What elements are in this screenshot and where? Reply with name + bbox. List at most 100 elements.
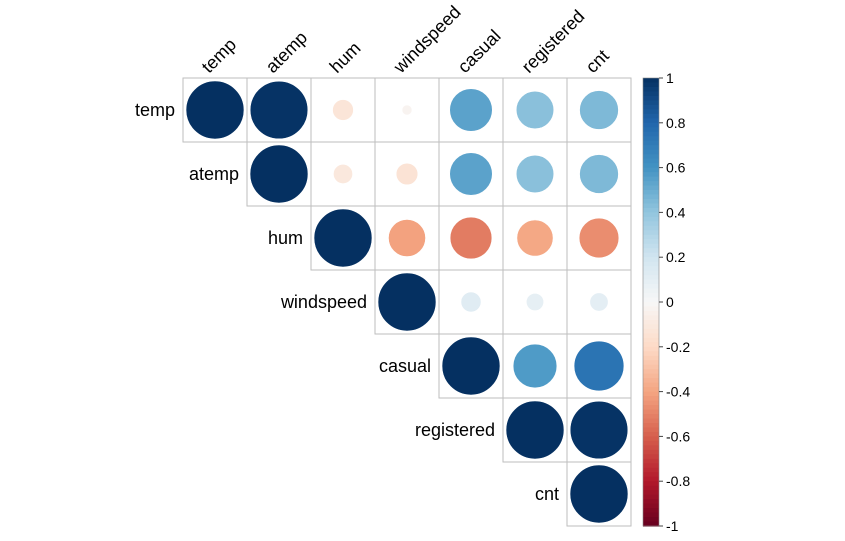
corr-circle-hum-cnt — [578, 217, 620, 259]
colorbar-segment — [643, 485, 659, 491]
grid-cell-cnt-cnt — [566, 461, 632, 527]
colorbar-segment — [643, 346, 659, 352]
colorbar-segment — [643, 270, 659, 276]
column-label-temp: temp — [198, 34, 240, 76]
column-label-registered: registered — [518, 6, 589, 77]
corr-circle-temp-atemp — [249, 80, 309, 140]
colorbar-segment — [643, 306, 659, 312]
colorbar-segment — [643, 212, 659, 218]
corr-circle-cnt-cnt — [569, 464, 629, 524]
colorbar-segment — [643, 319, 659, 325]
colorbar-segment — [643, 190, 659, 196]
colorbar-segment — [643, 239, 659, 245]
colorbar-segment — [643, 149, 659, 155]
colorbar-segment — [643, 113, 659, 119]
colorbar-segment — [643, 176, 659, 182]
corr-circle-casual-casual — [441, 336, 501, 396]
colorbar-segment — [643, 422, 659, 429]
colorbar-segment — [643, 293, 659, 299]
colorbar-segment — [643, 364, 659, 370]
colorbar-segment — [643, 342, 659, 348]
colorbar-segment — [643, 369, 659, 375]
row-label-registered: registered — [415, 420, 495, 440]
colorbar-segment — [643, 445, 659, 451]
colorbar-segment — [643, 216, 659, 222]
colorbar-segment — [643, 310, 659, 317]
colorbar-segment — [643, 100, 659, 106]
colorbar-segment — [643, 288, 659, 294]
colorbar-segment — [643, 167, 659, 173]
colorbar-segment — [643, 78, 659, 84]
colorbar-segment — [643, 109, 659, 115]
corr-circle-hum-windspeed — [388, 219, 426, 257]
colorbar-segment — [643, 324, 659, 330]
colorbar-segment — [643, 512, 659, 518]
colorbar-segment — [643, 521, 659, 527]
colorbar-segment — [643, 387, 659, 393]
colorbar-segment — [643, 145, 659, 151]
row-label-temp: temp — [135, 100, 175, 120]
colorbar-segment — [643, 185, 659, 191]
colorbar-segment — [643, 382, 659, 388]
colorbar-tick-label: 0.6 — [666, 160, 686, 176]
corr-circle-temp-hum — [332, 99, 354, 121]
colorbar-segment — [643, 494, 659, 500]
corr-circle-atemp-atemp — [249, 144, 309, 204]
colorbar-segment — [643, 409, 659, 415]
colorbar-segment — [643, 490, 659, 496]
colorbar-tick-label: -0.8 — [666, 473, 690, 489]
colorbar-tick-label: 0.4 — [666, 204, 686, 220]
colorbar-segment — [643, 337, 659, 343]
colorbar-segment — [643, 221, 659, 227]
row-label-atemp: atemp — [189, 164, 239, 184]
colorbar-segment — [643, 517, 659, 523]
grid-layer — [182, 77, 632, 527]
colorbar-segment — [643, 95, 659, 101]
colorbar-segment — [643, 454, 659, 460]
colorbar-segment — [643, 472, 659, 478]
corr-circle-registered-cnt — [569, 400, 629, 460]
column-label-hum: hum — [326, 38, 365, 77]
colorbar-segment — [643, 284, 659, 290]
colorbar-segment — [643, 297, 659, 303]
colorbar-segment — [643, 481, 659, 487]
colorbar-segment — [643, 427, 659, 433]
colorbar-segment — [643, 86, 659, 93]
corr-circle-hum-hum — [313, 208, 373, 268]
corr-circle-temp-cnt — [579, 90, 619, 130]
colorbar-segment — [643, 440, 659, 446]
column-label-casual: casual — [454, 26, 505, 77]
colorbar-segment — [643, 207, 659, 213]
corr-circle-windspeed-windspeed — [377, 272, 437, 332]
colorbar-segment — [643, 163, 659, 169]
colorbar-segment — [643, 360, 659, 366]
colorbar-segment — [643, 203, 659, 209]
circle-layer — [185, 80, 629, 524]
colorbar-segment — [643, 449, 659, 455]
corr-circle-temp-casual — [449, 88, 493, 132]
colorbar-segment — [643, 230, 659, 236]
colorbar-segment — [643, 405, 659, 411]
corr-circle-atemp-hum — [333, 164, 353, 184]
colorbar-segment — [643, 463, 659, 469]
corr-circle-casual-registered — [512, 343, 558, 389]
corr-circle-temp-temp — [185, 80, 245, 140]
colorbar-segment — [643, 140, 659, 146]
row-label-casual: casual — [379, 356, 431, 376]
colorbar-segment — [643, 467, 659, 473]
colorbar-segment — [643, 154, 659, 160]
colorbar-segment — [643, 172, 659, 178]
colorbar-tick-label: 0.2 — [666, 249, 686, 265]
row-label-hum: hum — [268, 228, 303, 248]
colorbar-tick-label: -0.2 — [666, 339, 690, 355]
colorbar-segment — [643, 198, 659, 205]
colorbar-segment — [643, 118, 659, 124]
row-label-windspeed: windspeed — [280, 292, 367, 312]
colorbar-segment — [643, 104, 659, 110]
colorbar-segment — [643, 279, 659, 285]
colorbar-segment — [643, 508, 659, 514]
colorbar-segment — [643, 261, 659, 267]
colorbar-segment — [643, 499, 659, 505]
